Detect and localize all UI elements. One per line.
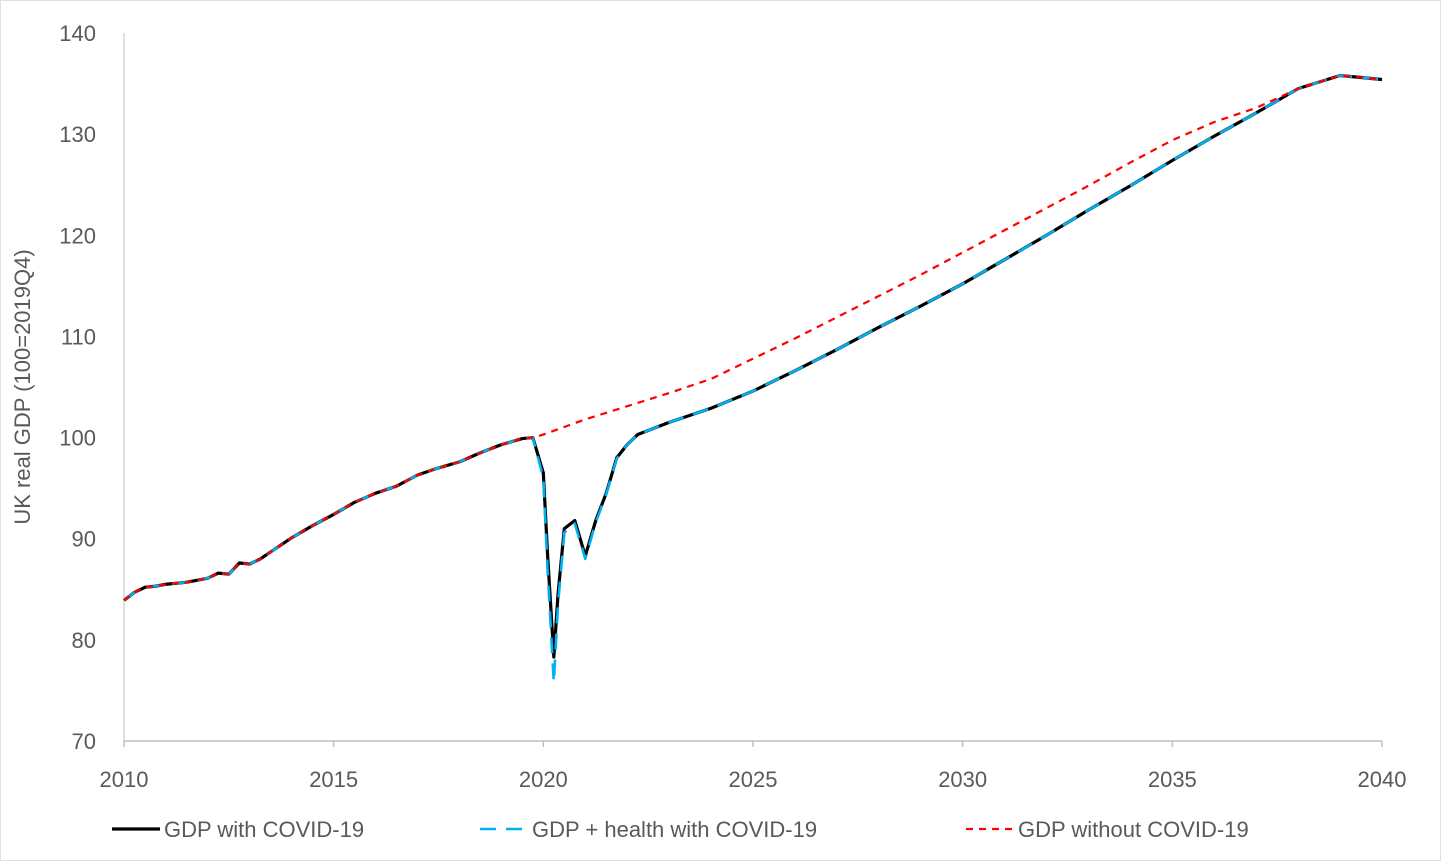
series-line-2 — [123, 74, 1383, 602]
x-tick-label: 2035 — [1148, 767, 1197, 792]
x-tick-label: 2020 — [519, 767, 568, 792]
x-tick-label: 2040 — [1358, 767, 1407, 792]
legend-label-1: GDP + health with COVID-19 — [532, 817, 817, 842]
x-tick-label: 2030 — [938, 767, 987, 792]
x-tick-label: 2010 — [100, 767, 149, 792]
legend-label-0: GDP with COVID-19 — [164, 817, 364, 842]
axes: 70 80 90 100 110 120 130 140 2010 2015 2020 2025 203… — [59, 21, 1406, 792]
series-lines — [123, 73, 1383, 684]
y-tick-label: 90 — [72, 527, 96, 552]
y-tick-label: 100 — [59, 426, 96, 451]
y-tick-label: 110 — [61, 324, 96, 349]
y-tick-label: 130 — [59, 122, 96, 147]
y-tick-label: 70 — [72, 729, 96, 754]
legend: GDP with COVID-19 GDP + health with COVID… — [112, 817, 1249, 842]
legend-label-2: GDP without COVID-19 — [1018, 817, 1249, 842]
y-tick-label: 80 — [72, 628, 96, 653]
y-tick-label: 120 — [59, 223, 96, 248]
y-tick-label: 140 — [59, 21, 96, 46]
x-tick-label: 2025 — [729, 767, 778, 792]
y-axis-label: UK real GDP (100=2019Q4) — [10, 249, 35, 524]
x-tick-label: 2015 — [309, 767, 358, 792]
